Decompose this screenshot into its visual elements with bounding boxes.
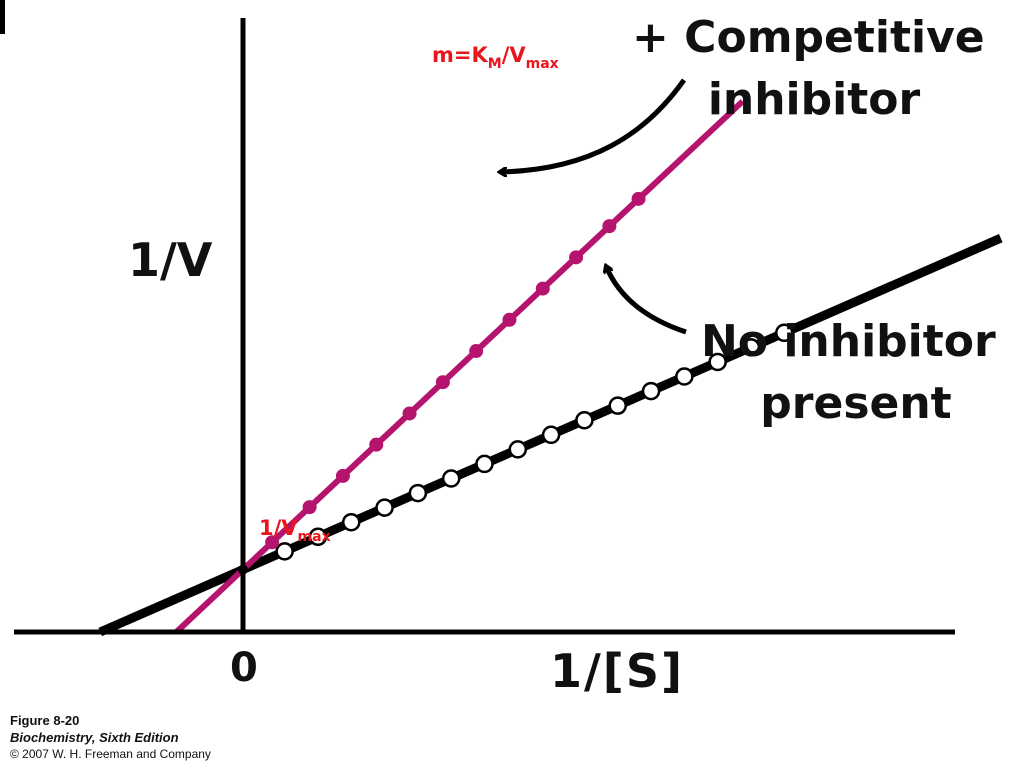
copyright-notice: © 2007 W. H. Freeman and Company	[10, 747, 211, 761]
no-inhibitor-point	[308, 527, 328, 547]
no-inhibitor-point	[408, 483, 428, 503]
competitive-point	[435, 375, 450, 390]
no-inhibitor-point	[475, 454, 494, 474]
no-inhibitor-point	[708, 352, 727, 372]
competitive-point	[265, 535, 280, 550]
competitive-point	[335, 468, 350, 483]
slope-m-k: m=K	[432, 43, 488, 67]
lineweaver-burk-plot: 1/V 0 1/[S] m=KM/Vmax 1/Vmax + Competiti…	[14, 12, 1011, 698]
slope-sub-max: max	[526, 56, 559, 72]
no-inhibitor-label: No inhibitor present	[701, 316, 1011, 429]
competitive-point	[569, 250, 584, 265]
no-inhibitor-point	[575, 410, 594, 430]
competitive-line-1: + Competitive	[632, 12, 985, 63]
competitive-point	[469, 344, 484, 359]
figure-number: Figure 8-20	[10, 713, 80, 728]
no-inhibitor-line-2: present	[760, 378, 951, 429]
intercept-sub-max: max	[298, 529, 331, 545]
book-title: Biochemistry, Sixth Edition	[10, 730, 179, 745]
competitive-arrow	[500, 78, 687, 172]
slope-sub-m: M	[488, 56, 502, 72]
no-inhibitor-point	[775, 323, 794, 343]
no-inhibitor-point	[342, 512, 361, 532]
x-axis-label: 1/[S]	[550, 644, 684, 698]
no-inhibitor-point	[441, 469, 461, 488]
competitive-point	[502, 312, 517, 327]
no-inhibitor-point	[275, 542, 294, 561]
x-tick-label-0: 0	[230, 645, 258, 691]
no-inhibitor-point	[508, 440, 528, 459]
no-inhibitor-point	[675, 367, 694, 386]
competitive-point	[535, 281, 550, 296]
slope-v: /V	[502, 43, 527, 67]
series-line-competitive	[174, 99, 745, 635]
no-inhibitor-point	[641, 381, 661, 401]
intercept-annotation: 1/Vmax	[259, 516, 331, 545]
no-inhibitor-point	[741, 338, 761, 357]
axes	[14, 18, 955, 635]
y-intercept-point	[238, 564, 248, 575]
no-inhibitor-point	[541, 425, 561, 445]
figure-caption: Figure 8-20 Biochemistry, Sixth Edition …	[10, 712, 211, 763]
no-inhibitor-point	[375, 498, 394, 517]
points-layer	[238, 191, 794, 575]
slope-annotation: m=KM/Vmax	[432, 43, 559, 72]
corner-mark	[0, 0, 5, 34]
y-axis-label: 1/V	[128, 233, 213, 287]
competitive-line-2: inhibitor	[708, 74, 921, 125]
no-inhibitor-line-1: No inhibitor	[701, 316, 996, 367]
intercept-1v: 1/V	[259, 516, 298, 540]
competitive-point	[631, 191, 646, 206]
competitive-point	[302, 500, 317, 515]
competitive-point	[369, 437, 384, 452]
no-inhibitor-arrow	[606, 266, 687, 335]
no-inhibitor-point	[608, 396, 627, 415]
competitive-point	[402, 406, 417, 421]
competitive-point	[602, 219, 617, 234]
competitive-inhibitor-label: + Competitive inhibitor	[632, 12, 1000, 125]
